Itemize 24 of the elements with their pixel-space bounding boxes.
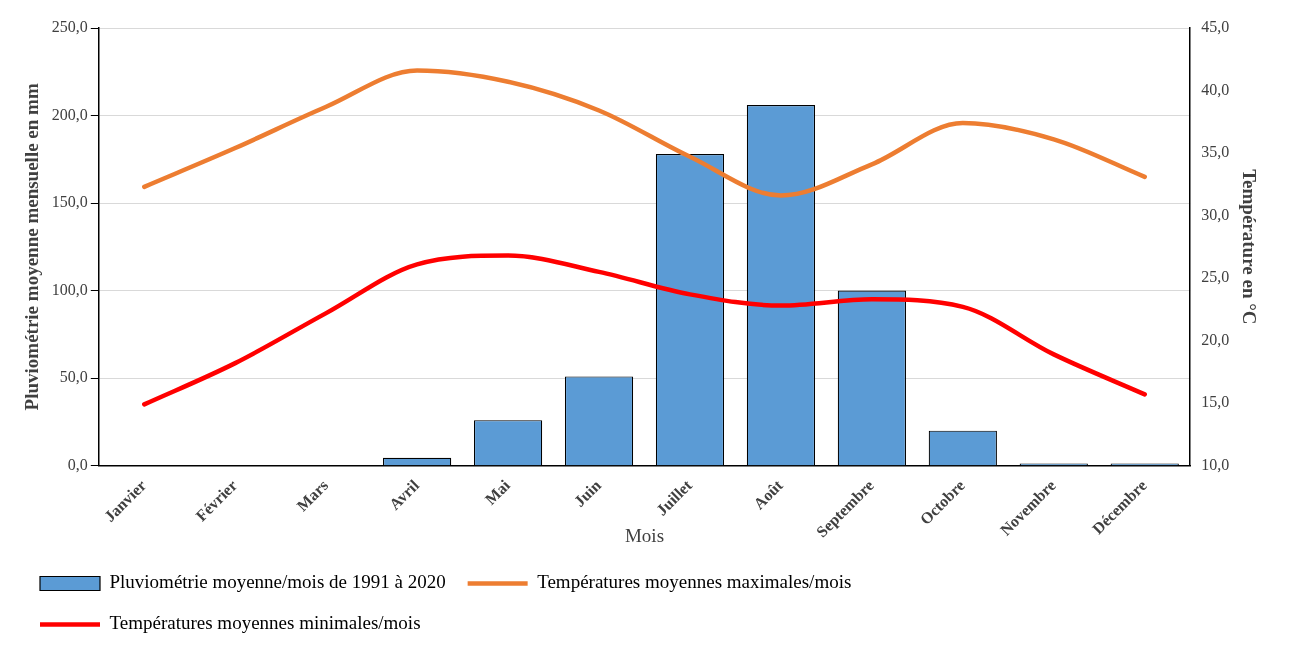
y2-tick-label: 15,0 (1201, 393, 1230, 411)
y2-tick-label: 45,0 (1201, 18, 1230, 36)
y2-tick-label: 40,0 (1201, 80, 1230, 98)
line-series (142, 253, 1147, 407)
x-axis-title: Mois (624, 524, 665, 546)
line-series (142, 68, 1147, 198)
y2-tick-label: 20,0 (1201, 330, 1230, 348)
y-tick-label: 250,0 (51, 18, 88, 36)
y-tick-label: 100,0 (51, 280, 88, 298)
y-axis-title: Pluviométrie moyenne mensuelle en mm (21, 83, 43, 411)
y2-axis-title: Température en °C (1238, 169, 1260, 325)
legend-label: Températures moyennes minimales/mois (109, 612, 421, 634)
y2-tick-label: 10,0 (1201, 455, 1230, 473)
x-tick-label: Juin (570, 476, 605, 510)
y-tick-label: 200,0 (51, 105, 88, 123)
legend-label: Pluviométrie moyenne/mois de 1991 à 2020 (109, 571, 446, 593)
y-tick-label: 150,0 (51, 193, 88, 211)
y-tick-label: 0,0 (67, 455, 88, 473)
legend-label: Températures moyennes maximales/mois (537, 571, 852, 593)
y2-tick-label: 35,0 (1201, 143, 1230, 161)
y-tick-label: 50,0 (59, 368, 88, 386)
x-tick-label: Mai (481, 476, 514, 508)
y2-tick-label: 30,0 (1201, 205, 1230, 223)
y2-tick-label: 25,0 (1201, 268, 1230, 286)
